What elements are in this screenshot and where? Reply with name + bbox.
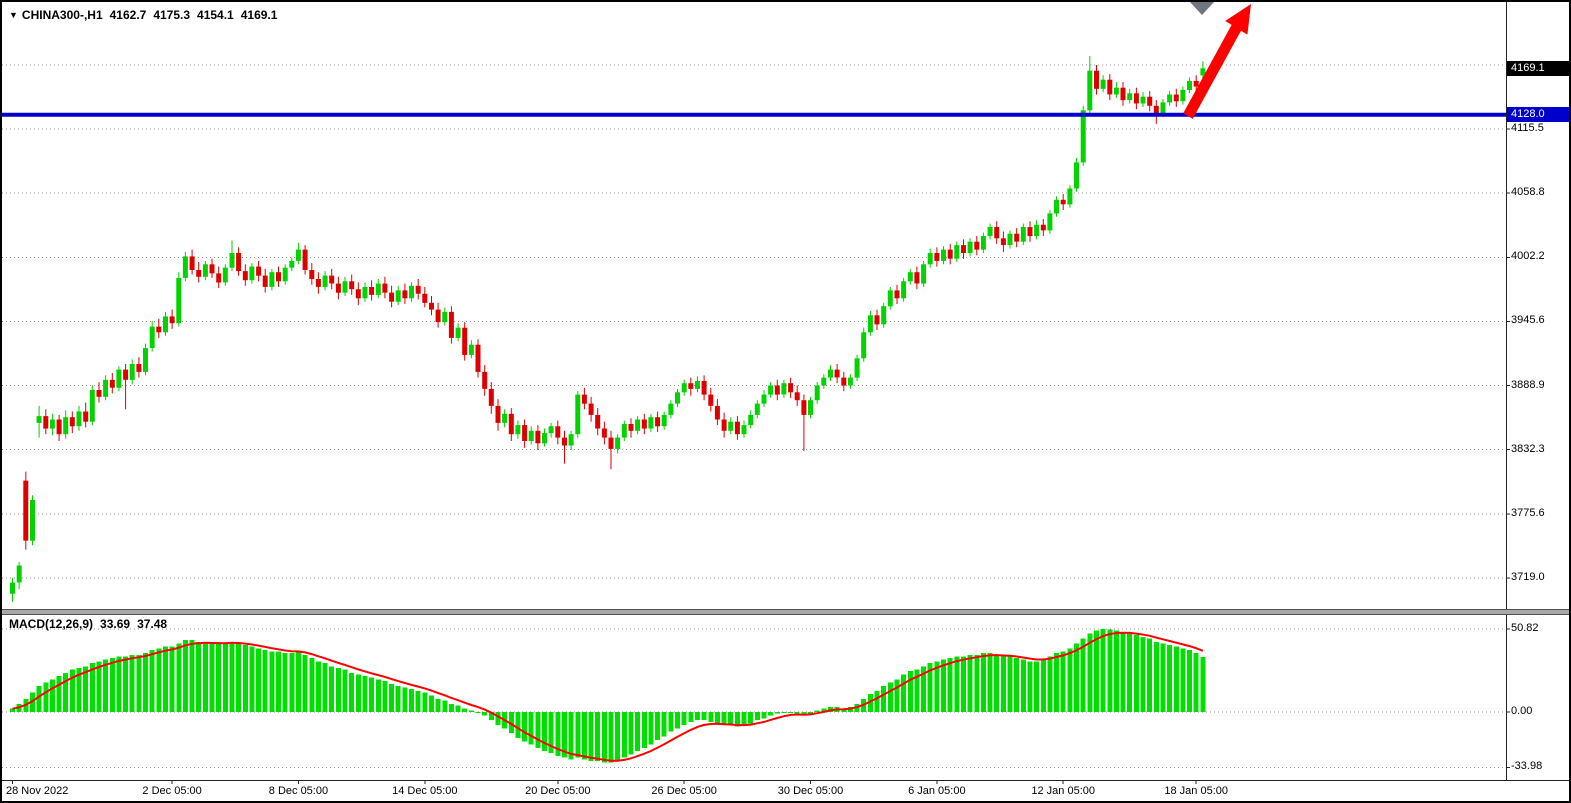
time-axis-label: 28 Nov 2022	[6, 785, 69, 797]
macd-label: MACD(12,26,9)	[9, 617, 94, 631]
time-axis-label: 30 Dec 05:00	[777, 785, 844, 797]
trend-arrow[interactable]	[1183, 4, 1251, 119]
price-axis-label: 3888.9	[1511, 378, 1545, 391]
price-axis-label: 3719.0	[1511, 571, 1545, 583]
close-value: 4169.1	[240, 8, 278, 22]
axis-lines	[2, 2, 1569, 784]
price-axis-label: 4002.2	[1511, 250, 1545, 263]
hline-price-badge: 4128.0	[1507, 107, 1569, 123]
current-price-badge: 4169.1	[1507, 60, 1569, 76]
macd-axis-label: 50.82	[1511, 621, 1539, 634]
time-axis-label: 12 Jan 05:00	[1031, 785, 1095, 797]
macd-axis-label: 0.00	[1511, 705, 1533, 717]
time-axis-label: 2 Dec 05:00	[142, 785, 202, 797]
symbol-dropdown-icon[interactable]: ▼	[9, 10, 18, 20]
time-axis-label: 26 Dec 05:00	[651, 785, 717, 797]
time-axis-label: 20 Dec 05:00	[525, 785, 591, 797]
macd-histogram	[10, 629, 1206, 763]
macd-main-value: 33.69	[100, 617, 131, 631]
macd-indicator-header: MACD(12,26,9) 33.69 37.48	[9, 617, 167, 631]
symbol-period-label: CHINA300-,H1	[21, 8, 103, 22]
low-value: 4154.1	[197, 8, 234, 22]
candlestick-series	[10, 56, 1206, 602]
chart-ohlc-header: ▼ CHINA300-,H1 4162.7 4175.3 4154.1 4169.1	[9, 8, 277, 22]
price-axis-label: 3945.6	[1511, 314, 1545, 327]
time-axis-label: 14 Dec 05:00	[392, 785, 458, 797]
time-axis-label: 8 Dec 05:00	[268, 785, 329, 797]
panel-separator[interactable]	[2, 609, 1569, 615]
macd-axis-label: -33.98	[1511, 760, 1543, 773]
price-axis-label: 4058.8	[1511, 186, 1545, 199]
price-axis-label: 3775.6	[1511, 506, 1545, 519]
time-axis-label: 6 Jan 05:00	[908, 785, 966, 797]
price-axis-label: 4115.5	[1511, 122, 1544, 134]
macd-signal-value: 37.48	[137, 617, 168, 631]
price-axis-label: 3832.3	[1511, 442, 1545, 455]
gray-arrowhead-icon	[1190, 2, 1214, 15]
macd-signal-line	[12, 631, 1204, 762]
open-value: 4162.7	[109, 8, 147, 22]
time-axis-label: 18 Jan 05:00	[1164, 785, 1228, 797]
high-value: 4175.3	[153, 8, 191, 22]
grid-lines	[2, 64, 1506, 768]
